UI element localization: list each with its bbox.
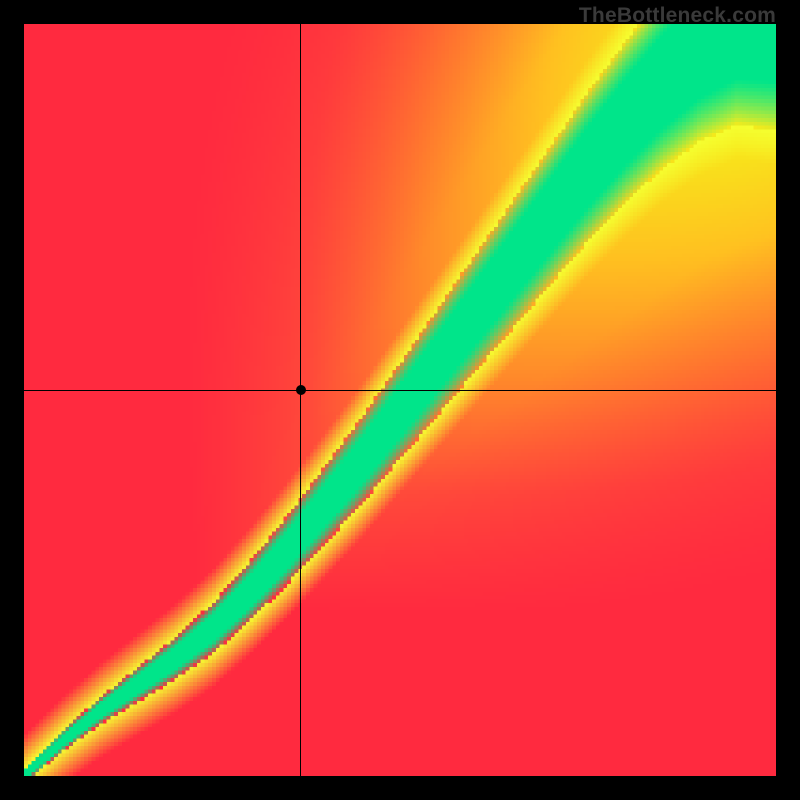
- crosshair-vertical-line: [300, 24, 301, 776]
- crosshair-marker: [296, 385, 306, 395]
- chart-container: { "chart": { "type": "heatmap", "image_s…: [0, 0, 800, 800]
- crosshair-horizontal-line: [24, 390, 776, 391]
- watermark-label: TheBottleneck.com: [579, 4, 776, 28]
- bottleneck-heatmap: [24, 24, 776, 776]
